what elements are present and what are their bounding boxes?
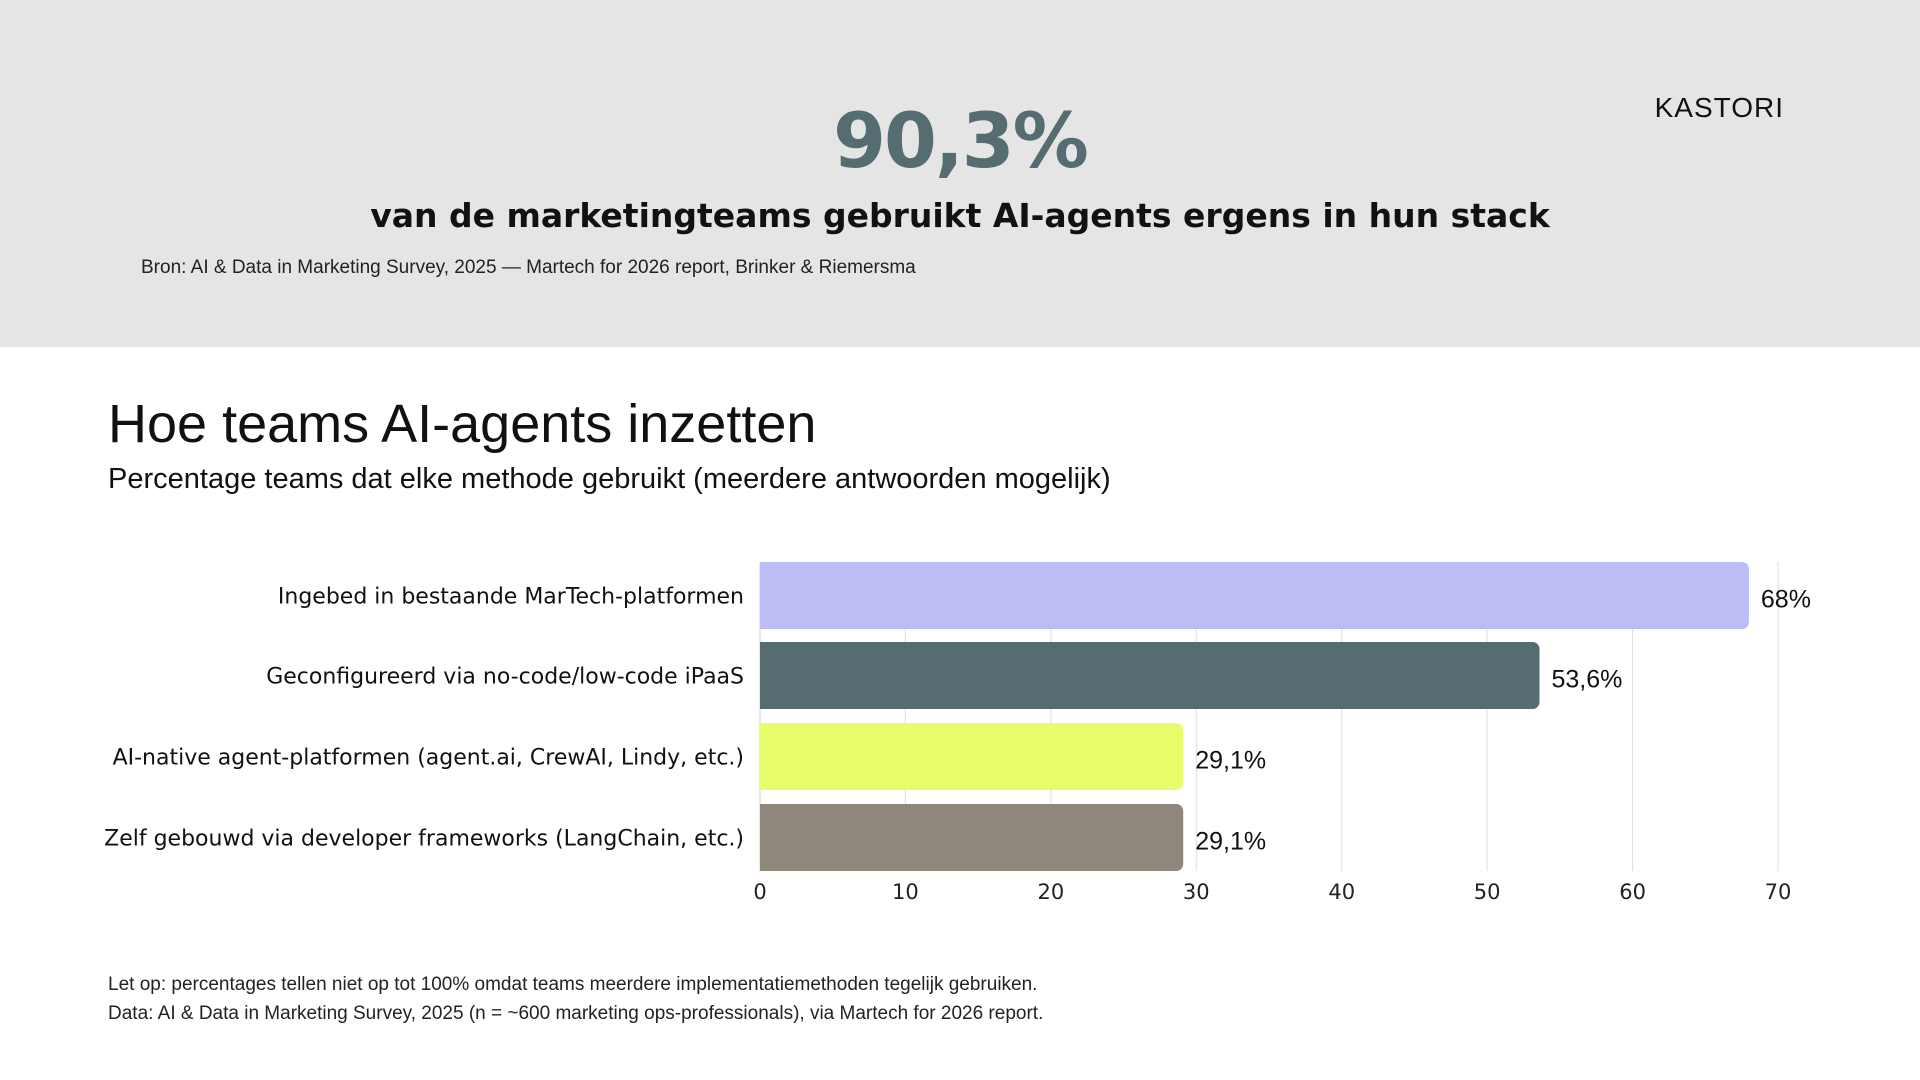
x-tick-label: 0 (753, 880, 766, 904)
x-tick-label: 10 (892, 880, 919, 904)
data-label: 68% (1761, 586, 1811, 614)
category-label: Zelf gebouwd via developer frameworks (L… (104, 827, 744, 852)
hero-source: Bron: AI & Data in Marketing Survey, 202… (141, 257, 916, 278)
bar (760, 562, 1749, 629)
data-label: 29,1% (1195, 828, 1266, 856)
footnote-data-source: Data: AI & Data in Marketing Survey, 202… (108, 1003, 1044, 1024)
bar (760, 642, 1540, 709)
category-label: Geconfigureerd via no-code/low-code iPaa… (266, 665, 744, 690)
bar (760, 723, 1184, 790)
x-tick-label: 30 (1183, 880, 1210, 904)
x-tick-label: 70 (1765, 880, 1792, 904)
category-label: Ingebed in bestaande MarTech-platformen (278, 585, 744, 610)
bar-base (760, 642, 770, 709)
footnote-caveat: Let op: percentages tellen niet op tot 1… (108, 974, 1038, 995)
data-label: 53,6% (1551, 666, 1622, 694)
hero-subtitle: van de marketingteams gebruikt AI-agents… (370, 196, 1550, 235)
category-label: AI-native agent-platformen (agent.ai, Cr… (113, 746, 744, 771)
bar-base (760, 723, 770, 790)
x-tick-label: 20 (1037, 880, 1064, 904)
chart-title: Hoe teams AI-agents inzetten (108, 394, 817, 454)
x-tick-label: 40 (1328, 880, 1355, 904)
bar-base (760, 562, 770, 629)
chart-subtitle: Percentage teams dat elke methode gebrui… (108, 463, 1111, 495)
x-tick-label: 50 (1474, 880, 1501, 904)
bar (760, 804, 1184, 871)
hero-banner: 90,3% van de marketingteams gebruikt AI-… (0, 0, 1920, 347)
brand-logo: KASTORI (1654, 92, 1784, 123)
hero-statistic: 90,3% (833, 96, 1089, 185)
bar-base (760, 804, 770, 871)
data-label: 29,1% (1195, 747, 1266, 775)
bar-chart: 0 10 20 30 40 50 60 70 Ingebed in bestaande MarT… (104, 562, 1811, 904)
x-tick-label: 60 (1619, 880, 1646, 904)
